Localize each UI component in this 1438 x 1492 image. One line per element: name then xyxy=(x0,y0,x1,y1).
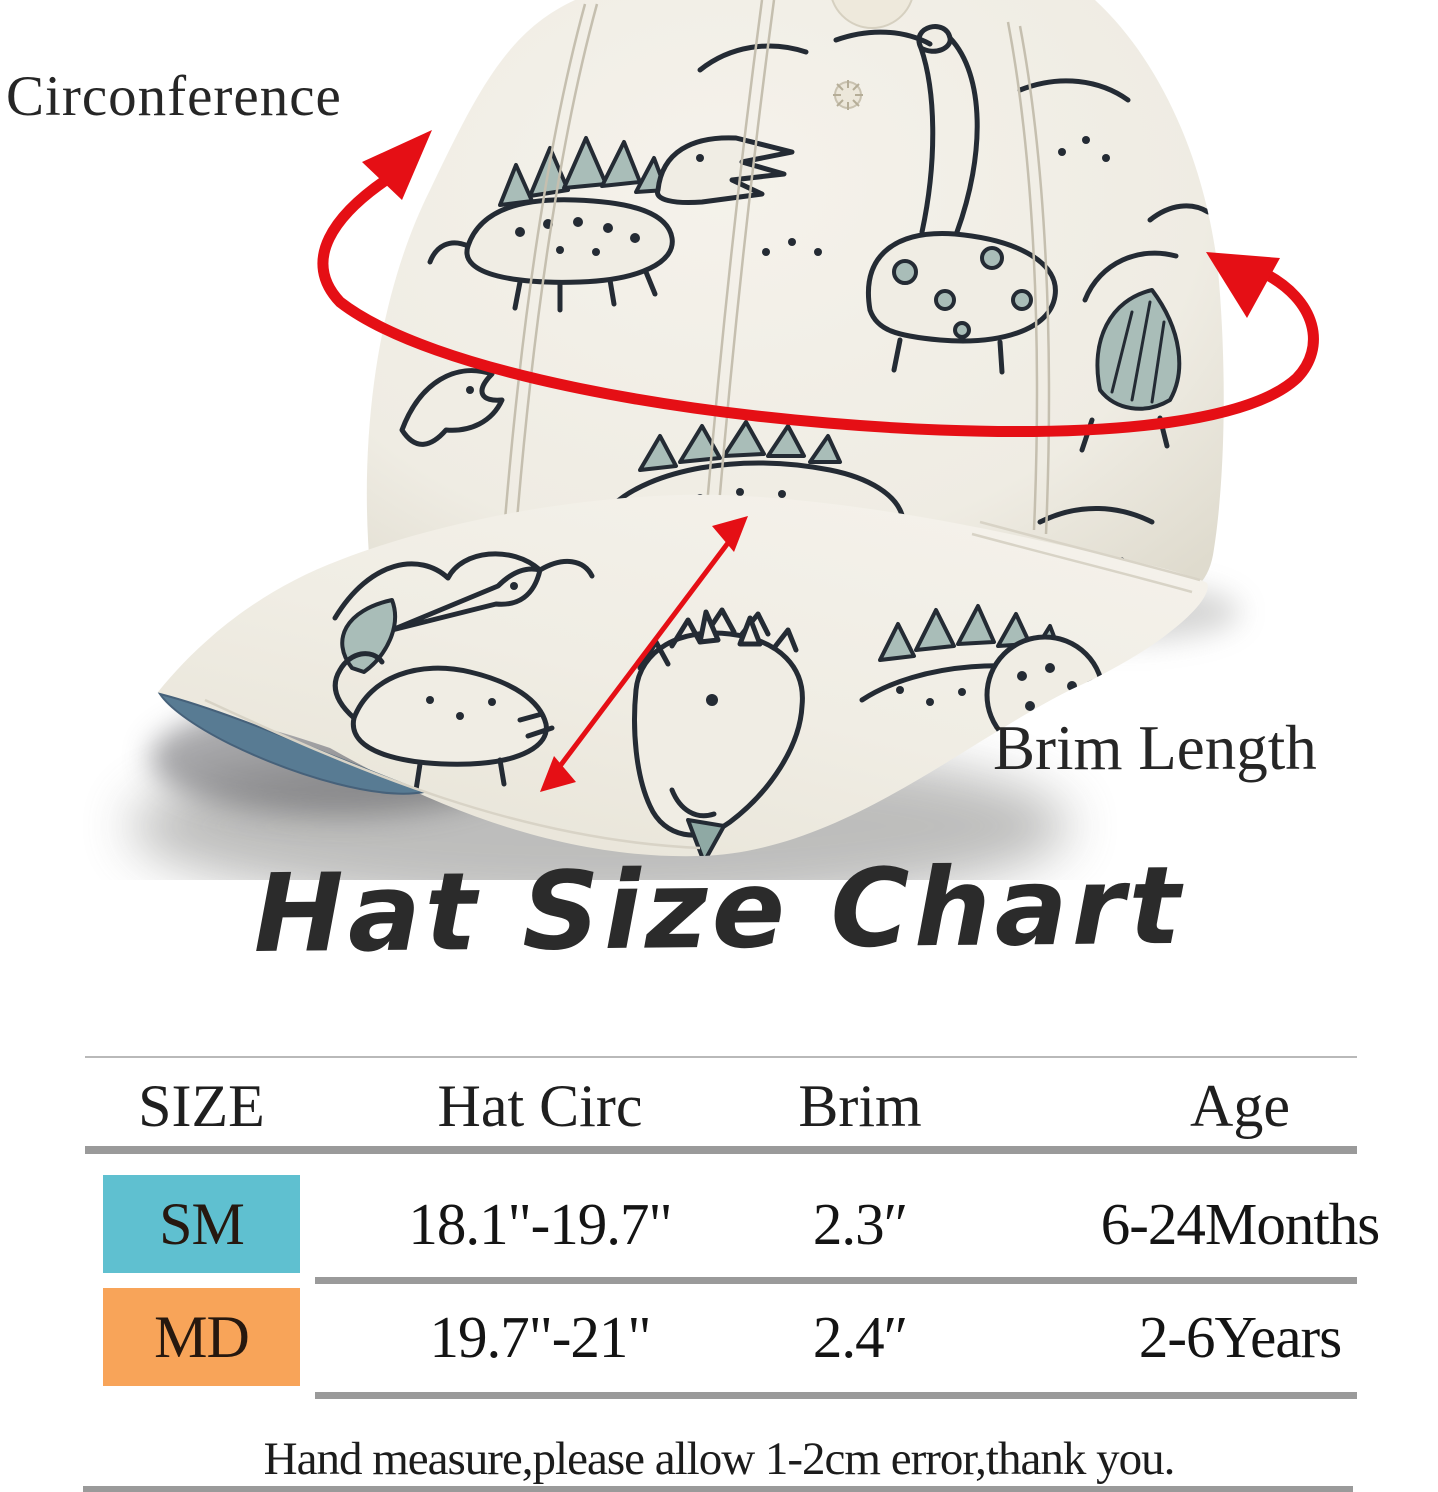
hat-eyelet xyxy=(833,80,863,110)
table-header-rule xyxy=(85,1146,1357,1154)
size-badge-md: MD xyxy=(103,1288,300,1386)
page-title: Hat Size Chart xyxy=(253,843,1185,978)
cell-hat-circ: 18.1"-19.7" xyxy=(408,1191,672,1257)
row-divider xyxy=(315,1277,1357,1284)
size-badge-sm: SM xyxy=(103,1175,300,1273)
cell-age: 6-24Months xyxy=(1100,1191,1380,1257)
measure-note: Hand measure,please allow 1-2cm error,th… xyxy=(263,1433,1176,1485)
brim-length-arrow xyxy=(540,516,748,792)
brim-underside xyxy=(157,692,428,795)
brim-length-label: Brim Length xyxy=(993,713,1317,783)
column-header-hat-circ: Hat Circ xyxy=(437,1073,643,1139)
column-header-brim: Brim xyxy=(798,1073,922,1139)
crown-seams xyxy=(503,0,1051,535)
circumference-arrow xyxy=(317,130,1319,438)
cell-brim: 2.3″ xyxy=(812,1191,908,1257)
dinosaur-pattern-crown xyxy=(399,24,1211,587)
column-header-size: SIZE xyxy=(138,1073,265,1139)
cell-brim: 2.4″ xyxy=(812,1304,908,1370)
table-top-rule xyxy=(85,1056,1357,1058)
column-header-age: Age xyxy=(1190,1073,1290,1139)
hat-photo xyxy=(130,0,1319,880)
brim-stitching xyxy=(204,520,1201,850)
circumference-label: Circonference xyxy=(6,65,342,128)
bottom-rule xyxy=(83,1486,1353,1492)
cell-age: 2-6Years xyxy=(1138,1304,1342,1370)
cell-hat-circ: 19.7"-21" xyxy=(429,1304,651,1370)
row-divider xyxy=(315,1392,1357,1399)
hat-top-button xyxy=(831,0,913,29)
